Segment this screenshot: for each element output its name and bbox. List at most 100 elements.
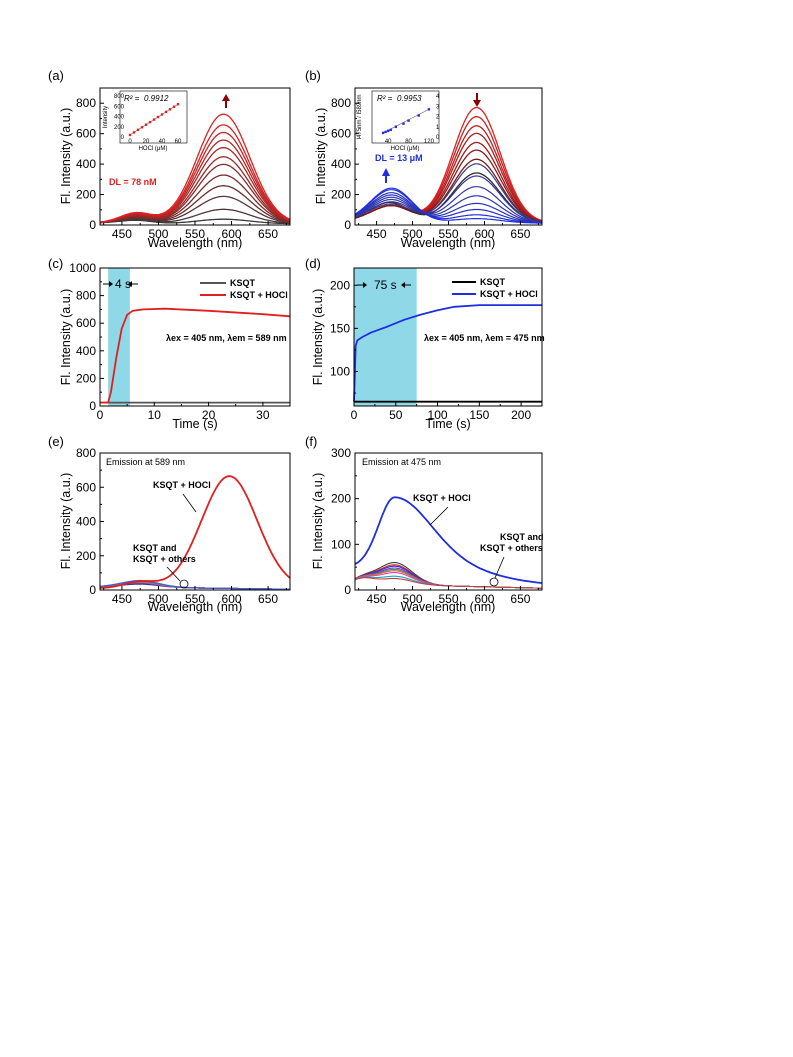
panel-f-marker-circle (489, 577, 499, 587)
panel-c-legend-ksqt: KSQT (230, 278, 256, 288)
panel-b-inset-point (384, 130, 387, 134)
panel-d-xtick-label: 200 (511, 408, 531, 422)
panel-label-c: (c) (48, 256, 63, 271)
panel-f-series-line (354, 564, 543, 589)
panel-c-xtick-label: 30 (256, 408, 270, 422)
panel-e-axes: 450 500 550 600 650 0 200 400 600 800 (76, 446, 287, 606)
panel-b-inset-ytick-label: 4 (436, 94, 440, 100)
panel-a-inset-ytick-label: 800 (114, 94, 125, 100)
panel-b-inset-r2: 0.9953 (397, 94, 422, 103)
panel-b-ytick-label: 800 (331, 96, 351, 110)
panel-d-xtick-label: 150 (469, 408, 489, 422)
panel-d-series (353, 304, 542, 403)
panel-b-series-line (354, 163, 543, 223)
panel-d-legend: KSQT KSQT + HOCl (452, 277, 538, 299)
panel-e-label-others-2: KSQT + others (133, 554, 196, 564)
panel-a-inset-point (132, 131, 136, 134)
panel-a-inset-xtick-label: 60 (175, 139, 182, 145)
panel-a-inset-xlabel: HOCl (μM) (139, 146, 168, 152)
panel-d-ytick-label: 100 (330, 365, 350, 379)
panel-a-inset-ytick-label: 400 (114, 115, 125, 121)
panel-e-series (99, 475, 291, 590)
panel-b-inset-xlabel: HOCl (μM) (391, 146, 420, 152)
panel-d-xtick-label: 0 (351, 408, 358, 422)
panel-a-series-line (99, 156, 291, 224)
panel-f-ytick-label: 200 (331, 492, 351, 506)
panel-e-ytick-label: 600 (76, 480, 96, 494)
panel-d-xtick-label: 50 (389, 408, 403, 422)
panel-b-series-line (354, 187, 542, 224)
panel-f-series (354, 496, 543, 589)
panel-f-label-hocl: KSQT + HOCl (413, 493, 471, 503)
panel-label-a: (a) (48, 68, 64, 83)
panel-e-xtick-label: 500 (148, 592, 168, 606)
panel-a-inset-point (168, 108, 172, 111)
panel-c-axes: 0 10 20 30 0 200 400 600 800 1000 (69, 261, 291, 422)
panel-e-ytick-label: 0 (89, 583, 96, 597)
panel-a-inset-ytick-label: 200 (114, 125, 125, 131)
panel-b-dl-annotation: DL = 13 μM (375, 153, 423, 163)
panel-d-chart: 0 50 100 150 200 100 150 200 Time (s) Fl. Inten… (311, 267, 545, 431)
panel-a-dl-annotation: DL = 78 nM (109, 177, 157, 187)
panel-c-ytick-label: 400 (76, 344, 96, 358)
panel-c-ytick-label: 200 (76, 371, 96, 385)
panel-b-inset-point (427, 108, 431, 111)
panel-f-ytick-label: 100 (331, 537, 351, 551)
panel-b-inset-point (389, 128, 392, 132)
panel-d-ytick-label: 150 (330, 321, 350, 335)
panel-b-inset-point (402, 122, 405, 125)
panel-c-legend: KSQT KSQT + HOCl (200, 278, 288, 300)
panel-f-ylabel: Fl. Intensity (a.u.) (311, 473, 325, 570)
panel-c-chart: 0 10 20 30 0 200 400 600 800 1000 Time (s) Fl. In… (59, 261, 291, 431)
panel-d-legend-hocl: KSQT + HOCl (480, 289, 538, 299)
panel-f-label-others-2: KSQT + others (480, 543, 543, 553)
panel-e-ytick-label: 400 (76, 515, 96, 529)
panel-b-xtick-label: 650 (510, 227, 530, 241)
panel-d-legend-ksqt: KSQT (480, 277, 506, 287)
panel-e-chart: 450 500 550 600 650 0 200 400 600 800 Wavelength … (59, 446, 291, 614)
panel-b-inset-ytick-label: 1 (436, 125, 440, 131)
panel-f-ytick-label: 300 (331, 446, 351, 460)
panel-d-axes: 0 50 100 150 200 100 150 200 (330, 278, 543, 422)
panel-a-inset-ytick-label: 600 (114, 104, 125, 110)
panel-f-xlabel: Wavelength (nm) (401, 600, 496, 614)
panel-b-ytick-label: 0 (344, 218, 351, 232)
panel-b-inset-r2-prefix: R² = (377, 94, 393, 103)
panel-a-inset-point (172, 105, 176, 108)
panel-a-series (99, 113, 291, 225)
panel-b-series-line (354, 158, 543, 223)
panel-f-xtick-label: 600 (474, 592, 494, 606)
panel-a-inset-point (164, 110, 168, 114)
panel-a-inset-point (148, 120, 152, 124)
panel-c-span-arrows-icon (103, 281, 138, 287)
panel-e-label-hocl: KSQT + HOCl (153, 480, 211, 490)
panel-b-inset-ytick-label: 3 (436, 104, 440, 110)
panel-f-series-line (354, 577, 543, 589)
panel-b-inset-xtick-label: 120 (424, 139, 435, 145)
panel-a-inset-point (156, 115, 160, 119)
panel-c-ytick-label: 800 (76, 289, 96, 303)
panel-d-ylabel: Fl. Intensity (a.u.) (311, 289, 325, 386)
panel-b-inset-point (386, 129, 390, 133)
panel-a-inset-point (144, 123, 148, 126)
panel-f-xtick-label: 500 (403, 592, 423, 606)
panel-b-inset-ytick-label: 2 (436, 115, 440, 121)
panel-a-inset-ylabel: Intensity (103, 106, 109, 128)
panel-label-b: (b) (305, 68, 321, 83)
panel-a-inset-xtick-label: 40 (159, 139, 166, 145)
panel-a-xtick-label: 650 (258, 227, 278, 241)
panel-e-ylabel: Fl. Intensity (a.u.) (59, 473, 73, 570)
panel-b-ytick-label: 200 (331, 188, 351, 202)
panel-a-xtick-label: 500 (148, 227, 168, 241)
panel-a-series-line (99, 174, 291, 224)
panel-c-xtick-label: 0 (97, 408, 104, 422)
panel-e-xtick-label: 600 (222, 592, 242, 606)
panel-a-series-line (99, 185, 291, 224)
panel-b-ylabel: Fl. Intensity (a.u.) (314, 108, 328, 205)
panel-a-xlabel: Wavelength (nm) (148, 236, 243, 250)
